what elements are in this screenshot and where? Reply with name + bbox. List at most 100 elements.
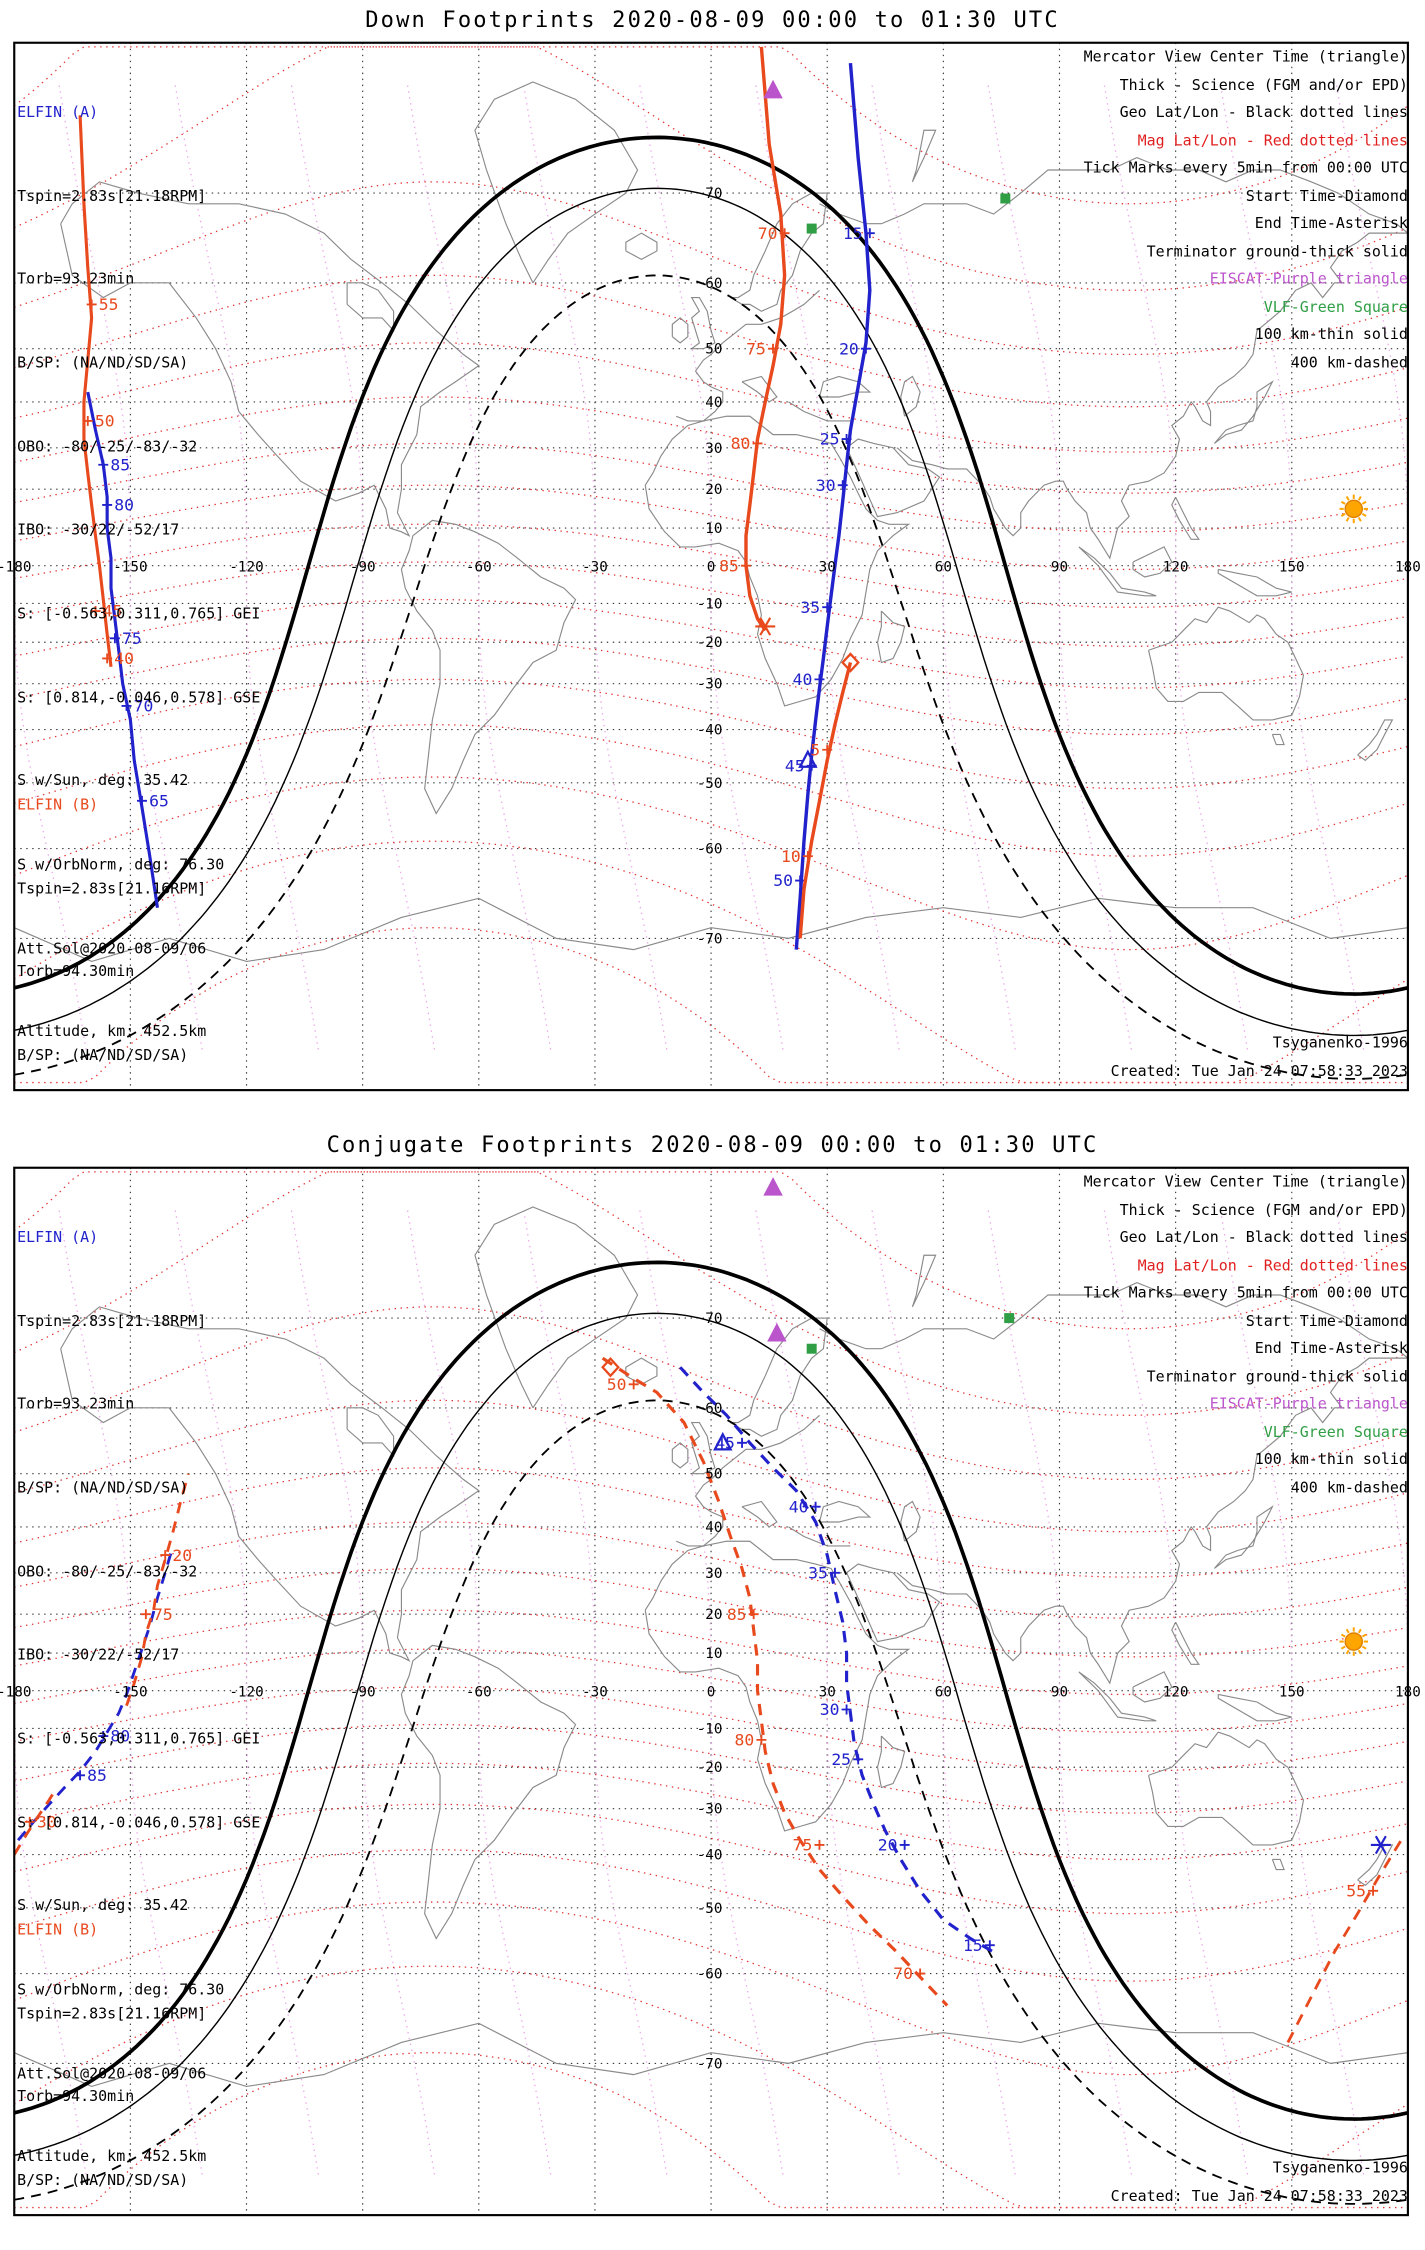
time-tick-mark (737, 1437, 748, 1448)
time-tick-label: 80 (735, 1731, 755, 1750)
lat-axis-label: -70 (697, 931, 723, 947)
info-line: S: [-0.563,0.311,0.765] GEI (17, 605, 261, 623)
down-title: Down Footprints 2020-08-09 00:00 to 01:3… (365, 7, 1060, 33)
lon-axis-label: 180 (1395, 559, 1421, 575)
time-tick-mark (837, 480, 848, 491)
info-line: S w/Sun, deg: 35.42 (17, 772, 189, 790)
time-tick-mark (814, 674, 825, 685)
time-tick-mark (810, 1501, 821, 1512)
lon-axis-label: -30 (582, 1684, 608, 1700)
time-tick-label: 85 (110, 455, 130, 474)
info-line: S w/Sun, deg: 35.42 (17, 1897, 189, 1915)
time-tick-mark (841, 434, 852, 445)
info-line: Torb=94.30min (17, 2088, 135, 2106)
lon-axis-label: -90 (350, 1684, 376, 1700)
info-line: Tspin=2.83s[21.16RPM] (17, 880, 207, 898)
lat-axis-label: 20 (705, 482, 722, 498)
time-tick-mark (853, 1754, 864, 1765)
time-tick-mark (802, 851, 813, 862)
info-line: Altitude, km: 452.5km (17, 1023, 207, 1041)
time-tick-label: 85 (727, 1605, 747, 1624)
lat-axis-label: 50 (705, 1467, 722, 1483)
lat-axis-label: -10 (697, 1721, 723, 1737)
time-tick-mark (779, 228, 790, 239)
lat-axis-label: -20 (697, 635, 723, 651)
legend-line: Mercator View Center Time (triangle) (1083, 48, 1408, 66)
coastlines (14, 81, 1408, 963)
eiscat-triangle-icon (763, 1177, 783, 1196)
axis-labels: -180 -150 -120 -90 -60 -30 0 30 60 90 120 150 180 70 6… (0, 1311, 1421, 2072)
time-tick-label: 50 (607, 1375, 627, 1394)
lon-axis-label: 30 (819, 1684, 836, 1700)
legend-line: Geo Lat/Lon - Black dotted lines (1119, 1229, 1408, 1247)
eiscat-triangle-icon (767, 1322, 787, 1342)
lon-axis-label: 150 (1279, 1684, 1305, 1700)
terminator-curves (14, 135, 1408, 1080)
terminator-curves (14, 1260, 1408, 2205)
time-tick-mark (1368, 1885, 1379, 1896)
elfin-a-info: ELFIN (A) Tspin=2.83s[21.18RPM] Torb=93.… (17, 1169, 260, 2227)
lat-axis-label: -10 (697, 596, 723, 612)
time-tick-mark (899, 1839, 910, 1850)
track-elfin-b-conjugate-southeast (1286, 1834, 1406, 2044)
lat-axis-label: 30 (705, 441, 722, 457)
time-tick-mark (109, 633, 120, 644)
legend-line: Tick Marks every 5min from 00:00 UTC (1083, 159, 1408, 177)
time-tick-label: 75 (122, 629, 142, 648)
time-tick-label: 45 (785, 756, 805, 775)
elfin-b-info: ELFIN (B) Tspin=2.83s[21.16RPM] Torb=94.… (17, 737, 260, 1125)
track-elfin-b-conjugate (601, 1356, 949, 2007)
time-tick-label: 85 (719, 556, 739, 575)
elfin-b-label: ELFIN (B) (17, 1921, 99, 1939)
model-label: Tsyganenko-1996 (1272, 1034, 1408, 1052)
lon-axis-label: -150 (113, 559, 147, 575)
time-tick-mark (140, 1609, 151, 1620)
info-line: IBO: -30/22/-52/17 (17, 521, 180, 540)
lat-axis-label: 70 (705, 1311, 722, 1327)
time-tick-mark (756, 1734, 767, 1745)
track-elfin-a-conjugate-west (17, 1545, 175, 1842)
time-tick-label: 40 (793, 670, 813, 689)
info-line: Tspin=2.83s[21.18RPM] (17, 187, 207, 205)
conjugate-footprints-panel: 45 40 35 30 25 20 15 50 85 80 75 70 85 80 75 20 30 55 -180… (0, 1125, 1425, 2250)
legend: Mercator View Center Time (triangle) Thi… (1084, 44, 1408, 378)
time-tick-label: 5 (810, 740, 820, 759)
track-elfin-b-south (798, 662, 853, 939)
time-tick-label: 70 (893, 1964, 913, 1983)
legend-line: VLF-Green Square (1263, 299, 1408, 317)
vlf-square-icon (806, 223, 817, 234)
legend-line: Thick - Science (FGM and/or EPD) (1119, 76, 1408, 94)
legend-line: Mercator View Center Time (triangle) (1083, 1173, 1408, 1191)
time-tick-label: 70 (758, 224, 778, 243)
legend-line: Start Time-Diamond (1245, 187, 1408, 205)
time-tick-label: 20 (172, 1546, 192, 1565)
lon-axis-label: -180 (0, 1684, 31, 1700)
lat-axis-label: 50 (705, 342, 722, 358)
time-tick-label: 30 (37, 1813, 57, 1832)
conjugate-title: Conjugate Footprints 2020-08-09 00:00 to… (326, 1132, 1099, 1158)
info-line: Tspin=2.83s[21.18RPM] (17, 1312, 207, 1330)
end-time-asterisk-icon (755, 617, 776, 636)
time-tick-mark (102, 653, 113, 664)
map-frame (13, 41, 1409, 1092)
lon-axis-label: -60 (466, 559, 492, 575)
lat-axis-label: 40 (705, 395, 722, 411)
time-tick-label: 30 (820, 1700, 840, 1719)
time-tick-mark (864, 228, 875, 239)
time-tick-label: 75 (746, 339, 766, 358)
legend-line: End Time-Asterisk (1254, 1340, 1408, 1358)
time-tick-mark (24, 1816, 35, 1827)
lon-axis-label: 0 (707, 559, 716, 575)
center-time-triangle-icon (713, 1431, 733, 1451)
info-line: Altitude, km: 452.5km (17, 2148, 207, 2166)
lat-axis-label: -20 (697, 1760, 723, 1776)
lon-axis-label: 0 (707, 1684, 716, 1700)
mag-lat-grid (14, 46, 1408, 1084)
lon-axis-label: 180 (1395, 1684, 1421, 1700)
info-line: S: [-0.563,0.311,0.765] GEI (17, 1730, 261, 1748)
legend-line: 400 km-dashed (1290, 1479, 1408, 1497)
start-time-diamond-icon (841, 652, 860, 673)
elfin-b-info: ELFIN (B) Tspin=2.83s[21.16RPM] Torb=94.… (17, 1862, 260, 2250)
lat-axis-label: 20 (705, 1607, 722, 1623)
